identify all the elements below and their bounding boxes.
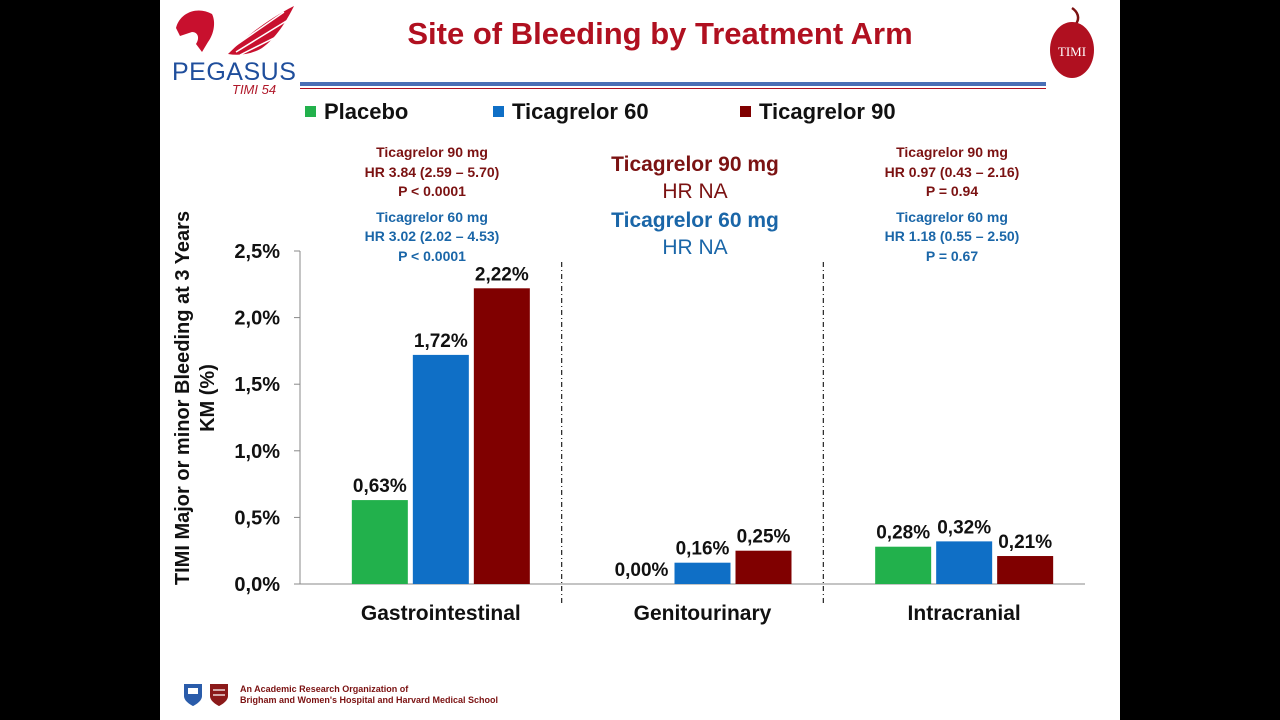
bar-value-label: 0,28%: [876, 523, 930, 544]
pegasus-logo: [176, 6, 294, 56]
timi-logo-text: TIMI: [1058, 44, 1086, 59]
gi-t90-name: Ticagrelor 90 mg: [376, 144, 488, 160]
slide-title: Site of Bleeding by Treatment Arm: [407, 16, 913, 51]
gi-t60-name: Ticagrelor 60 mg: [376, 208, 488, 225]
y-tick-label: 1,0%: [234, 441, 280, 463]
legend-label-placebo: Placebo: [324, 99, 409, 124]
gu-annotation: Ticagrelor 90 mg HR NA Ticagrelor 60 mg …: [580, 151, 810, 261]
timi-logo: TIMI: [1050, 6, 1094, 78]
gi-t90-hr: HR 3.84 (2.59 – 5.70): [364, 163, 500, 180]
footer-line-2: Brigham and Women's Hospital and Harvard…: [240, 695, 499, 705]
ic-annotation: Ticagrelor 90 mg HR 0.97 (0.43 – 2.16) P…: [842, 143, 1062, 266]
footer-line-1: An Academic Research Organization of: [240, 684, 409, 694]
bar: [875, 546, 932, 584]
gu-t60-name: Ticagrelor 60 mg: [611, 209, 779, 232]
gu-t90-name: Ticagrelor 90 mg: [611, 153, 779, 176]
bar: [412, 354, 469, 584]
gi-t60-p: P < 0.0001: [398, 247, 466, 264]
bar-chart: 0,0% 0,5% 1,0% 1,5% 2,0% 2,5% 0,63% 1,72% 2,22% G…: [234, 241, 1085, 625]
bar-value-label: 0,00%: [615, 560, 669, 581]
bar: [473, 288, 530, 584]
bar-value-label: 1,72%: [414, 331, 468, 352]
footer-text: An Academic Research Organization of Bri…: [240, 684, 498, 706]
pegasus-subtitle: TIMI 54: [232, 82, 277, 97]
slide: PEGASUS TIMI 54 TIMI Site of Bleeding by…: [160, 0, 1120, 720]
ic-t90-name: Ticagrelor 90 mg: [896, 144, 1008, 160]
bar-value-label: 0,16%: [676, 539, 730, 560]
bar-value-label: 0,32%: [937, 517, 991, 538]
bar-value-label: 0,21%: [998, 532, 1052, 553]
gi-t90-p: P < 0.0001: [398, 183, 466, 199]
legend-label-ticagrelor-90: Ticagrelor 90: [759, 99, 896, 124]
x-category-label: Gastrointestinal: [361, 602, 521, 625]
x-category-label: Intracranial: [908, 602, 1021, 625]
gu-t60-hr: HR NA: [662, 236, 728, 259]
legend-label-ticagrelor-60: Ticagrelor 60: [512, 99, 649, 124]
ic-t60-hr: HR 1.18 (0.55 – 2.50): [884, 228, 1020, 244]
bar: [997, 556, 1054, 584]
y-tick-label: 2,0%: [234, 308, 280, 330]
bar-value-label: 0,25%: [737, 527, 791, 548]
y-tick-label: 0,5%: [234, 507, 280, 529]
ic-t90-p: P = 0.94: [925, 183, 979, 199]
bar: [674, 562, 731, 584]
title-rule-blue: [300, 82, 1046, 86]
x-category-label: Genitourinary: [634, 602, 772, 625]
ic-t90-hr: HR 0.97 (0.43 – 2.16): [884, 163, 1020, 180]
legend-swatch-ticagrelor-90: [740, 106, 751, 117]
title-rule-red: [300, 88, 1046, 89]
ic-t60-name: Ticagrelor 60 mg: [896, 208, 1008, 225]
ic-t60-p: P = 0.67: [925, 247, 979, 264]
y-tick-label: 1,5%: [234, 374, 280, 396]
gi-annotation: Ticagrelor 90 mg HR 3.84 (2.59 – 5.70) P…: [322, 143, 542, 266]
pegasus-wordmark: PEGASUS: [172, 58, 297, 86]
bar-value-label: 0,63%: [353, 476, 407, 497]
footer-logos: [184, 684, 228, 706]
gu-t90-hr: HR NA: [662, 180, 728, 203]
y-tick-label: 0,0%: [234, 574, 280, 596]
y-tick-label: 2,5%: [234, 241, 280, 263]
bar: [735, 550, 792, 584]
bar-value-label: 2,22%: [475, 264, 529, 285]
legend-swatch-ticagrelor-60: [493, 106, 504, 117]
gi-t60-hr: HR 3.02 (2.02 – 4.53): [364, 228, 500, 244]
bar: [351, 500, 408, 584]
legend-swatch-placebo: [305, 106, 316, 117]
bar: [936, 541, 993, 584]
